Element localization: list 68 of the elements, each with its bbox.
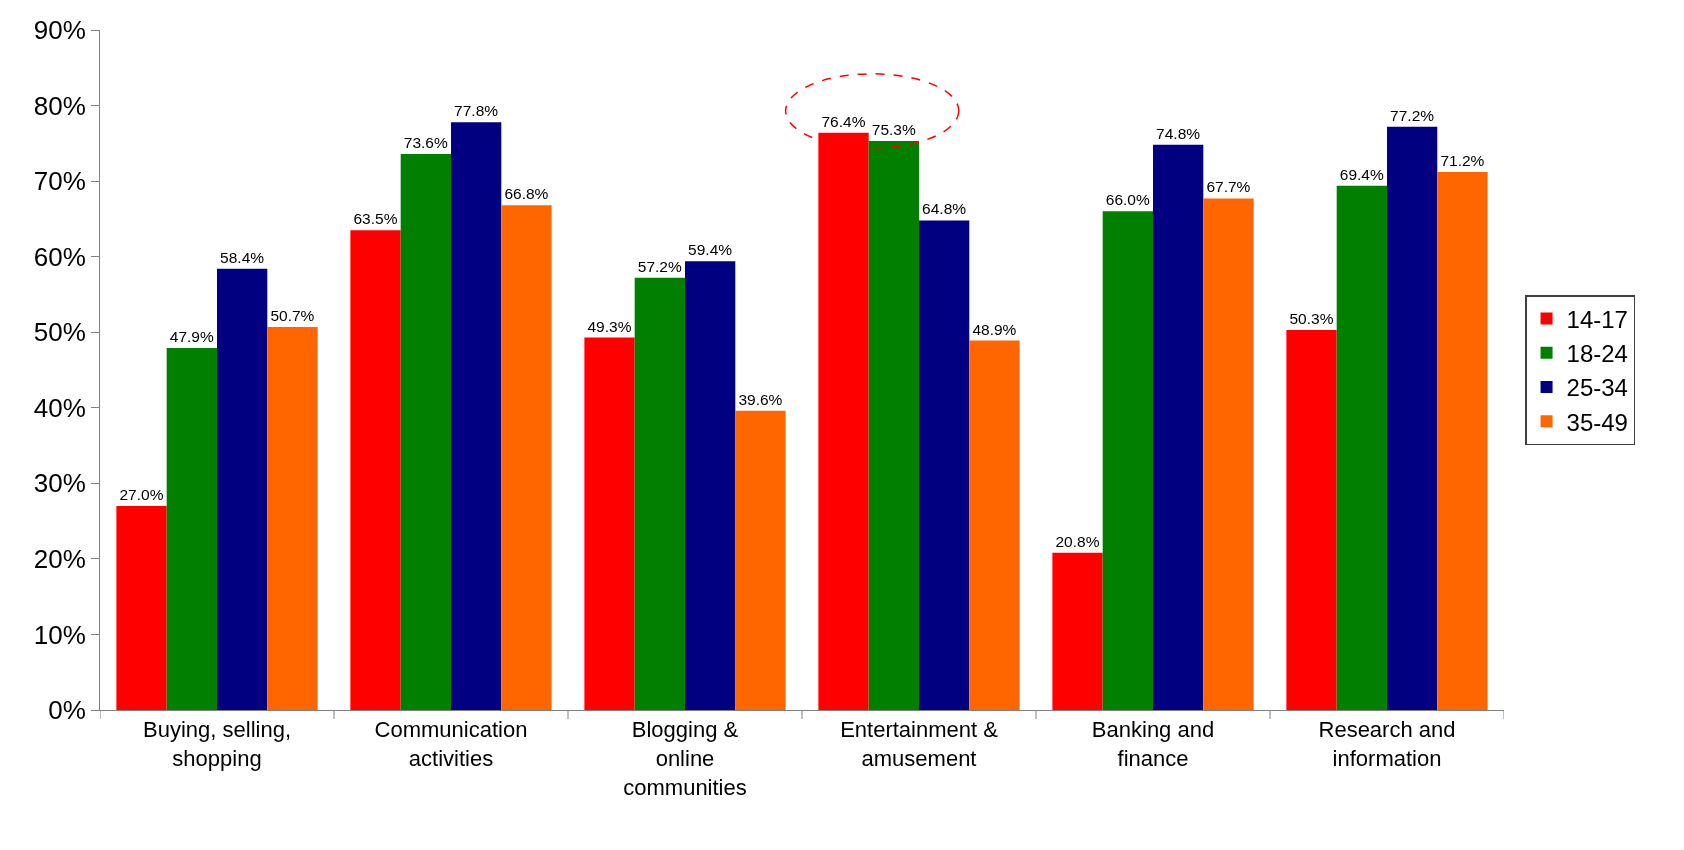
data-label: 64.8% xyxy=(922,200,967,218)
data-label: 66.0% xyxy=(1105,191,1150,209)
data-label: 27.0% xyxy=(119,486,164,503)
bar xyxy=(451,122,502,710)
y-tick-label: 40% xyxy=(33,392,86,423)
bar xyxy=(818,132,869,710)
bar xyxy=(1052,552,1103,710)
x-tick-label: Banking and finance xyxy=(1091,717,1215,771)
legend-label: 14-17 xyxy=(1566,305,1628,333)
bar xyxy=(501,205,552,710)
bar xyxy=(1286,329,1337,710)
data-label: 66.8% xyxy=(504,185,549,203)
bar xyxy=(1153,144,1204,710)
y-tick-label: 10% xyxy=(33,619,86,650)
data-label: 49.3% xyxy=(587,317,632,335)
y-tick-label: 70% xyxy=(33,166,86,197)
bar xyxy=(1437,172,1488,710)
data-label: 77.8% xyxy=(454,102,499,120)
data-label: 67.7% xyxy=(1206,178,1251,196)
bar xyxy=(1387,126,1438,710)
data-label: 20.8% xyxy=(1055,532,1100,550)
y-tick-label: 0% xyxy=(48,695,86,726)
x-tick-label: Research and information xyxy=(1318,717,1456,771)
data-label: 50.3% xyxy=(1289,309,1334,327)
bar xyxy=(350,230,401,710)
data-label: 39.6% xyxy=(738,390,783,408)
y-tick-label: 60% xyxy=(33,241,86,272)
data-label: 47.9% xyxy=(169,328,214,346)
bar xyxy=(116,506,167,710)
bar xyxy=(166,348,217,710)
bar xyxy=(868,141,919,710)
data-label: 48.9% xyxy=(972,320,1017,338)
legend-label: 25-34 xyxy=(1566,374,1628,402)
x-tick-label: Communication activities xyxy=(374,717,528,771)
bar xyxy=(584,337,635,710)
data-label: 57.2% xyxy=(637,257,682,275)
y-tick-label: 90% xyxy=(33,15,86,46)
y-tick-label: 50% xyxy=(33,317,86,348)
data-label: 59.4% xyxy=(688,241,733,259)
bar xyxy=(1203,198,1254,710)
bar xyxy=(1102,211,1153,710)
data-label: 73.6% xyxy=(403,133,448,151)
data-label: 69.4% xyxy=(1339,165,1384,183)
data-label: 50.7% xyxy=(270,306,315,324)
bar xyxy=(1336,185,1387,710)
x-tick-label: Entertainment & amusement xyxy=(840,717,999,771)
y-tick-label: 20% xyxy=(33,543,86,574)
bar xyxy=(400,153,451,710)
bar xyxy=(919,220,970,710)
y-tick-label: 80% xyxy=(33,90,86,121)
data-label: 58.4% xyxy=(220,248,265,266)
data-label: 77.2% xyxy=(1390,106,1435,124)
bar xyxy=(969,340,1020,710)
y-tick-label: 30% xyxy=(33,468,86,499)
x-tick-label: Buying, selling, shopping xyxy=(143,717,291,771)
bar xyxy=(217,268,268,710)
legend-label: 18-24 xyxy=(1566,340,1628,368)
bar xyxy=(267,326,318,710)
legend-label: 35-49 xyxy=(1566,408,1628,436)
bar xyxy=(735,410,786,710)
data-label: 74.8% xyxy=(1156,124,1201,142)
data-label: 75.3% xyxy=(871,121,916,139)
data-label: 63.5% xyxy=(353,210,398,228)
x-tick-label: Blogging & online communities xyxy=(623,717,747,800)
bar xyxy=(685,261,736,710)
data-label: 76.4% xyxy=(821,112,866,130)
data-label: 71.2% xyxy=(1440,152,1485,170)
bar xyxy=(634,277,685,710)
